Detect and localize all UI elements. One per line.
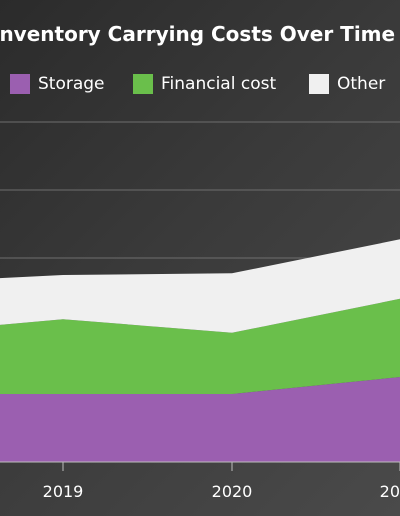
legend-item-other: Other bbox=[309, 74, 385, 94]
legend-label-financial-cost: Financial cost bbox=[161, 74, 277, 94]
x-tick-label: 2021 bbox=[380, 482, 400, 501]
legend-swatch-storage bbox=[10, 74, 30, 94]
area-financial-cost bbox=[0, 298, 400, 394]
legend-swatch-financial-cost bbox=[133, 74, 153, 94]
area-storage bbox=[0, 377, 400, 462]
chart-title: Inventory Carrying Costs Over Time bbox=[0, 22, 396, 46]
legend-label-storage: Storage bbox=[38, 74, 105, 94]
legend-swatch-other bbox=[309, 74, 329, 94]
area-other bbox=[0, 239, 400, 333]
legend-label-other: Other bbox=[337, 74, 386, 94]
x-tick-label: 2019 bbox=[43, 482, 84, 501]
legend-item-storage: Storage bbox=[10, 74, 105, 94]
legend-item-financial-cost: Financial cost bbox=[133, 74, 276, 94]
x-tick-label: 2020 bbox=[212, 482, 253, 501]
legend: Storage Financial cost Other bbox=[0, 74, 400, 102]
